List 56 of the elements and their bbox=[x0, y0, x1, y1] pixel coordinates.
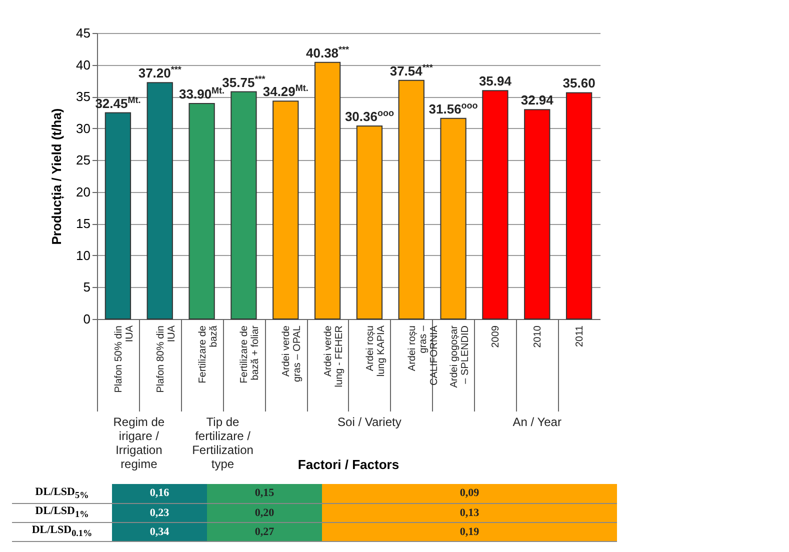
data-label: 34.29$^{Mt.}$ bbox=[262, 83, 308, 100]
text: 0,19 bbox=[322, 522, 617, 541]
text: 0,13 bbox=[322, 503, 617, 522]
text: Regim de irigare / Irrigation regime bbox=[112, 415, 166, 471]
bar bbox=[272, 100, 299, 320]
y-tick-label: 35 bbox=[76, 89, 90, 104]
bar bbox=[314, 62, 341, 320]
data-label: 35.94 bbox=[478, 74, 512, 89]
data-label: 37.20$^{***}$ bbox=[138, 64, 182, 81]
data-label: 37.54$^{***}$ bbox=[390, 62, 434, 78]
data-label: 31.56$^{ooo}$ bbox=[428, 100, 478, 116]
bar bbox=[188, 103, 215, 320]
bar bbox=[146, 82, 173, 320]
x-tick-label: Plafon 80% din IUA bbox=[155, 325, 178, 393]
text: 0,15 bbox=[207, 484, 322, 503]
data-label: 35.60 bbox=[562, 76, 596, 91]
text: DL/LSD$_{0.1%}$ bbox=[12, 522, 112, 541]
data-label: 30.36$^{ooo}$ bbox=[344, 108, 394, 124]
x-tick-label: Fertilizare de bază bbox=[197, 325, 220, 384]
y-tick-label: 0 bbox=[83, 312, 90, 326]
bar bbox=[104, 112, 132, 320]
y-tick-label: 30 bbox=[76, 120, 90, 136]
text: An / Year bbox=[512, 415, 562, 429]
y-tick-label: 40 bbox=[76, 57, 90, 72]
y-tick-label: 5 bbox=[83, 280, 90, 295]
text: 0,09 bbox=[322, 484, 617, 503]
data-label: 33.90$^{Mt.}$ bbox=[179, 86, 225, 102]
x-tick-label: 2011 bbox=[574, 325, 586, 348]
bar bbox=[440, 118, 466, 320]
text: DL/LSD$_{5%}$ bbox=[12, 484, 112, 503]
bar bbox=[230, 91, 257, 320]
y-tick-label: 25 bbox=[76, 152, 90, 168]
y-tick-label: 10 bbox=[76, 248, 90, 263]
text: Soi / Variety bbox=[336, 415, 402, 429]
text: 0,34 bbox=[112, 522, 207, 541]
bar bbox=[524, 109, 550, 320]
text: 0,27 bbox=[207, 522, 322, 541]
bar bbox=[398, 80, 424, 320]
text: 0,23 bbox=[112, 503, 207, 522]
y-axis-title: Producția / Yield (t/ha) bbox=[49, 108, 66, 245]
y-tick-label: 20 bbox=[76, 184, 90, 200]
bar bbox=[482, 90, 508, 320]
x-axis-title: Factori / Factors bbox=[298, 457, 400, 472]
data-label: 40.38$^{***}$ bbox=[306, 44, 350, 60]
x-tick-label: Plafon 50% din IUA bbox=[113, 325, 136, 393]
bar bbox=[566, 92, 592, 320]
y-tick-label: 15 bbox=[76, 216, 90, 232]
text: Tip de fertilizare / Fertilization type bbox=[191, 415, 254, 471]
text: 0,16 bbox=[112, 484, 207, 503]
data-label: 32.94 bbox=[520, 92, 554, 108]
x-tick-label: 2010 bbox=[532, 325, 544, 348]
y-tick-label: 45 bbox=[76, 26, 90, 40]
text: 0,20 bbox=[207, 503, 322, 522]
x-tick-label: 2009 bbox=[490, 325, 502, 348]
text: DL/LSD$_{1%}$ bbox=[12, 503, 112, 522]
bar bbox=[356, 126, 383, 320]
